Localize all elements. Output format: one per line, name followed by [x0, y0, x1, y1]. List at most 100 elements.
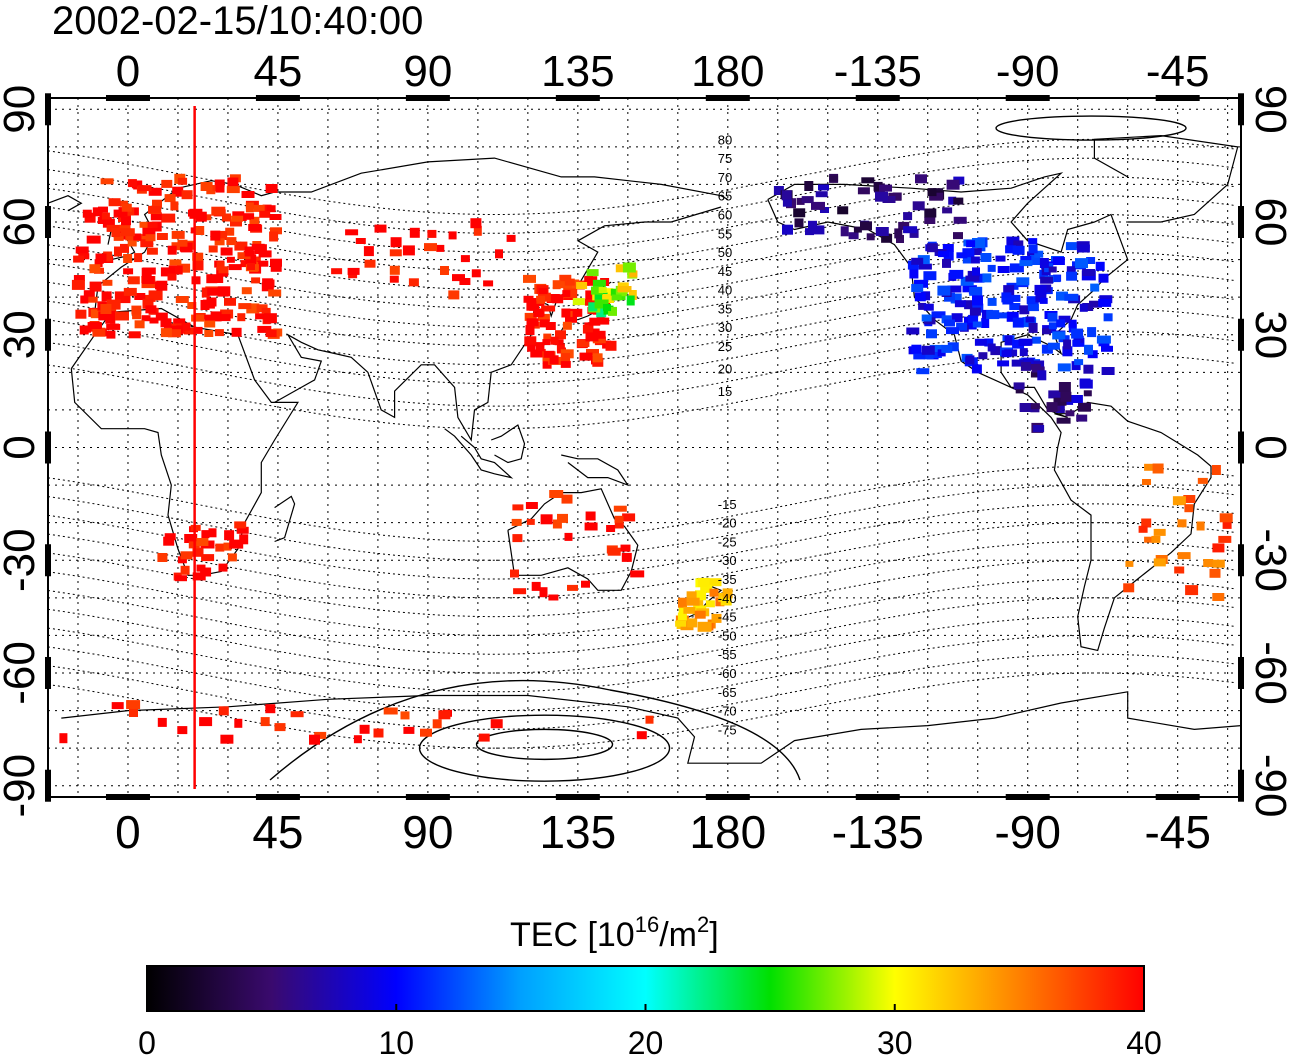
tec-cell [217, 314, 231, 322]
tec-cell [173, 318, 186, 327]
tec-cell [1034, 284, 1047, 295]
tec-cell [1039, 258, 1049, 268]
contour-line [47, 559, 1235, 636]
contour-label: -25 [718, 534, 737, 549]
tec-cell [1151, 535, 1161, 543]
tec-cell [972, 295, 983, 306]
tec-cell [355, 238, 366, 244]
tec-cell [1028, 244, 1038, 254]
tec-cell [1076, 414, 1088, 422]
tec-cell [156, 280, 168, 291]
tec-cell [981, 318, 990, 328]
tec-cell [345, 229, 359, 236]
tec-cell [265, 704, 276, 714]
tec-cell [98, 206, 108, 213]
frame-bar [45, 544, 51, 577]
tec-cell [495, 249, 503, 259]
tec-cell [106, 299, 121, 310]
tec-cell [815, 191, 828, 198]
tec-cell [906, 327, 920, 335]
tec-cell [1212, 559, 1225, 568]
tec-cell [244, 246, 254, 257]
tec-cell [222, 213, 231, 222]
tec-cell [241, 287, 252, 295]
tec-cell [268, 289, 282, 297]
frame-bar [1238, 206, 1244, 239]
tec-cell [100, 178, 114, 185]
left-lat-tick-label: 30 [0, 310, 44, 359]
tec-cell [220, 734, 234, 744]
tec-cell [126, 700, 141, 710]
tec-cell [402, 245, 415, 256]
tec-cell [87, 322, 102, 329]
tec-cell [97, 217, 112, 224]
tec-cell [561, 494, 573, 504]
tec-cell [971, 364, 982, 374]
tec-cell [562, 321, 572, 330]
tec-cell [177, 239, 188, 247]
tec-cell [1083, 364, 1094, 374]
tec-cell [912, 201, 925, 211]
tec-cell [121, 203, 132, 212]
tec-cell [614, 515, 624, 523]
map-area: 80 75 70 65 60 55 50 45 40 35 30 25 20 15 -15 -20 -25 -30… [45, 93, 1244, 802]
tec-cell [794, 218, 804, 228]
tec-cell [180, 565, 190, 575]
tec-cell [964, 300, 979, 310]
tec-cell [594, 292, 608, 302]
tec-cell [1037, 370, 1047, 381]
tec-cell [818, 184, 829, 191]
tec-cell [1019, 260, 1033, 267]
tec-cell [123, 254, 133, 263]
tec-cell [1075, 258, 1088, 269]
tec-cell [705, 600, 715, 608]
tec-cell [266, 205, 276, 213]
tec-cell [100, 304, 112, 314]
top-lon-tick-label: -45 [1146, 47, 1210, 96]
bottom-lon-tick-label: 135 [539, 806, 616, 858]
tec-cell [137, 185, 152, 192]
tec-cell [1057, 363, 1071, 372]
tec-cell [141, 315, 151, 322]
tec-cell [953, 197, 964, 205]
tec-cell [1086, 257, 1096, 264]
tec-cell [214, 179, 225, 187]
top-lon-tick-label: -135 [834, 47, 922, 96]
tec-cell [560, 360, 571, 368]
tec-cell [251, 277, 261, 284]
tec-cell [782, 199, 792, 207]
tec-cell [191, 276, 201, 285]
contour-label: 80 [718, 132, 732, 147]
tec-cell [254, 246, 265, 254]
bottom-lon-tick-label: 180 [689, 806, 766, 858]
tec-cell [585, 290, 599, 300]
tec-cell [207, 287, 221, 296]
tec-cell [1152, 463, 1164, 474]
tec-cell [1009, 263, 1024, 273]
tec-cell [204, 318, 216, 328]
colorbar-label: TEC [1016/m2] [510, 912, 719, 954]
frame-bar [855, 95, 900, 101]
tec-cell [926, 329, 937, 339]
tec-cell [1096, 335, 1111, 344]
tec-cell [257, 260, 269, 267]
frame-bar [555, 794, 600, 800]
tec-cell [1172, 496, 1186, 506]
tec-cell [1033, 425, 1045, 432]
tec-cell [1065, 242, 1077, 251]
tec-cell [260, 717, 270, 727]
tec-cell [1089, 300, 1102, 308]
tec-cell [127, 236, 137, 247]
tec-cell [1016, 277, 1030, 286]
tec-cell [1006, 311, 1019, 322]
tec-cell [89, 264, 101, 274]
tec-cell [808, 220, 817, 229]
tec-cell [972, 321, 982, 328]
tec-cell [896, 235, 904, 243]
tec-cell [525, 325, 535, 336]
tec-cell [115, 311, 129, 321]
tec-cell [942, 207, 953, 214]
tec-cell [591, 286, 603, 295]
tec-cell [130, 233, 142, 241]
colorbar-tick-label: 0 [138, 1025, 156, 1057]
